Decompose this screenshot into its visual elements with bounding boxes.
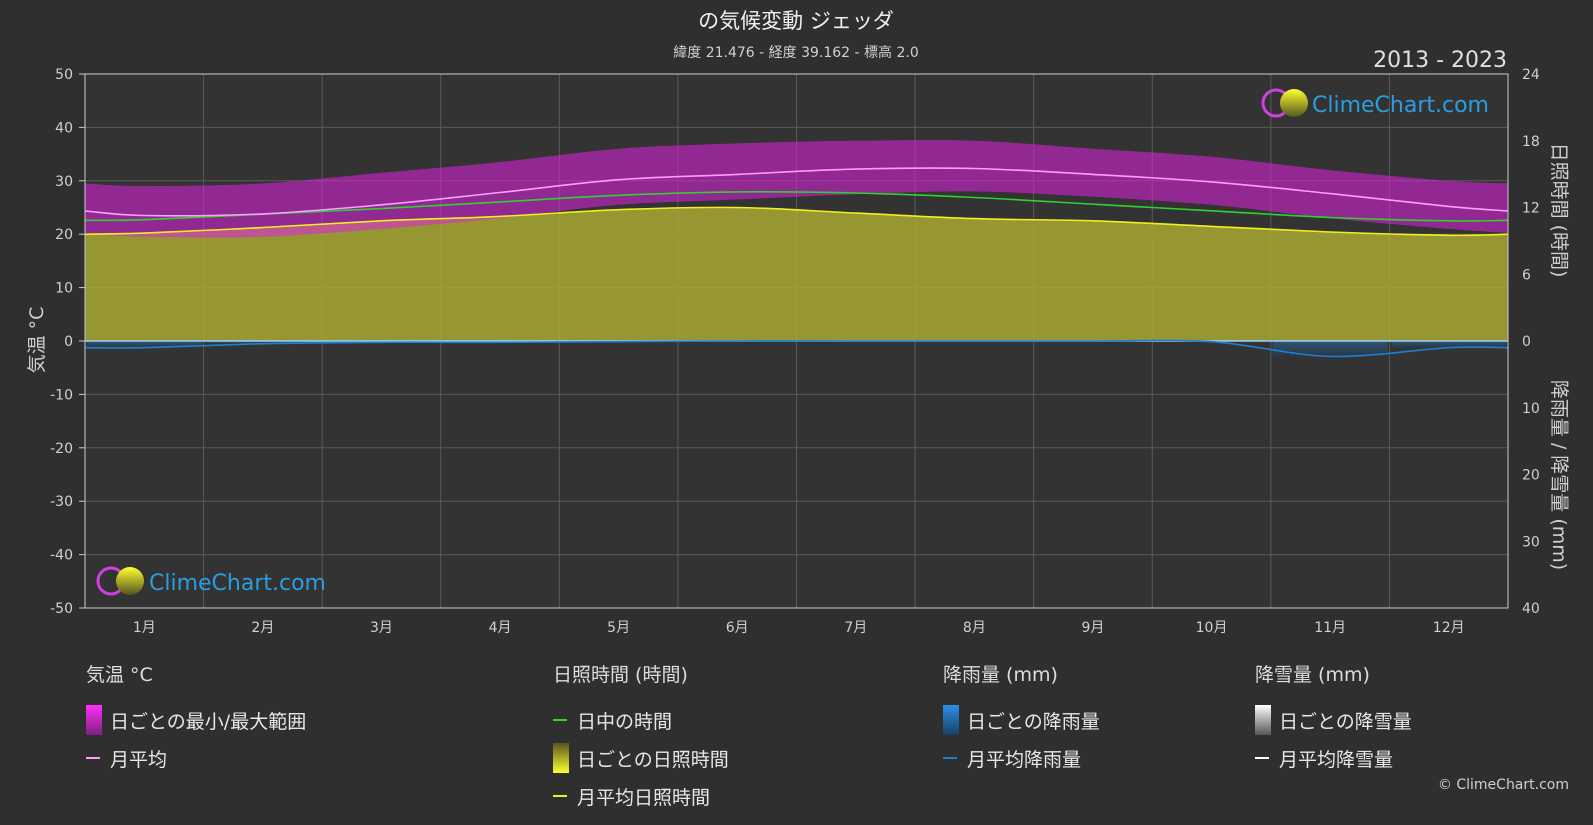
x-axis-labels: 1月 2月 3月 4月 5月 6月 7月 8月 9月 10月 11月 12月 [133, 620, 1465, 636]
left-tick-label: 30 [55, 174, 73, 190]
legend-sunshine: 日照時間 (時間) 日中の時間 日ごとの日照時間 月平均日照時間 [553, 660, 729, 815]
legend-item-sunshine-avg: 月平均日照時間 [553, 777, 729, 815]
legend-item-daily-snow: 日ごとの降雪量 [1255, 701, 1412, 739]
right-tick-label-sunshine: 18 [1522, 134, 1540, 150]
right-axis-ticks: 24 18 12 6 0 10 20 30 40 [1522, 67, 1540, 617]
x-tick-label: 2月 [251, 620, 274, 636]
daily-sunshine-swatch [553, 743, 569, 773]
daily-sunshine-area [85, 207, 1508, 341]
x-tick-label: 6月 [726, 620, 749, 636]
x-tick-label: 11月 [1314, 620, 1346, 636]
climate-chart: の気候変動 ジェッダ 緯度 21.476 - 経度 39.162 - 標高 2.… [26, 9, 1570, 636]
left-tick-label: 50 [55, 67, 73, 83]
left-tick-label: -40 [50, 548, 73, 564]
logo-text-bottom: ClimeChart.com [149, 571, 326, 596]
right-tick-label-precip: 10 [1522, 401, 1540, 417]
right-tick-label-sunshine: 6 [1522, 267, 1531, 283]
legend-item-daily-sunshine: 日ごとの日照時間 [553, 739, 729, 777]
x-tick-label: 5月 [607, 620, 630, 636]
left-tick-label: 0 [64, 334, 73, 350]
x-tick-label: 12月 [1433, 620, 1465, 636]
right-tick-label-sunshine: 0 [1522, 334, 1531, 350]
legend-label: 月平均降雪量 [1279, 748, 1394, 771]
rain-bar [1272, 341, 1388, 357]
legend-label: 日ごとの降雨量 [967, 710, 1100, 733]
left-axis-ticks: 50 40 30 20 10 0 -10 -20 -30 -40 -50 [50, 67, 85, 617]
left-tick-label: 40 [55, 120, 73, 136]
rain-bar [87, 341, 202, 348]
rain-avg-swatch [943, 757, 957, 759]
x-tick-label: 10月 [1196, 620, 1228, 636]
left-tick-label: -30 [50, 494, 73, 510]
right-tick-label-precip: 20 [1522, 468, 1540, 484]
legend-label: 月平均降雨量 [967, 748, 1082, 771]
legend-label: 月平均日照時間 [577, 786, 711, 809]
legend-label: 日ごとの日照時間 [577, 748, 729, 771]
rain-bar [205, 341, 321, 344]
logo-text-top: ClimeChart.com [1312, 93, 1489, 118]
legend-item-temp-range: 日ごとの最小/最大範囲 [86, 701, 306, 739]
x-tick-label: 9月 [1081, 620, 1104, 636]
legend-item-daylight: 日中の時間 [553, 701, 729, 739]
snow-avg-swatch [1255, 757, 1269, 759]
legend-temperature: 気温 °C 日ごとの最小/最大範囲 月平均 [86, 660, 306, 777]
right-tick-label-sunshine: 24 [1522, 67, 1540, 83]
legend-sunshine-title: 日照時間 (時間) [553, 664, 688, 686]
chart-subtitle: 緯度 21.476 - 経度 39.162 - 標高 2.0 [673, 44, 919, 61]
legend-snow-title: 降雪量 (mm) [1255, 664, 1370, 686]
daily-rain-swatch [943, 705, 959, 735]
sunshine-avg-swatch [553, 795, 567, 797]
chart-title: の気候変動 ジェッダ [698, 9, 894, 33]
sunshine-avg-line [84, 206, 1509, 237]
legend-item-rain-avg: 月平均降雨量 [943, 739, 1100, 777]
left-tick-label: -20 [50, 441, 73, 457]
x-tick-label: 4月 [489, 620, 512, 636]
legend-label: 日ごとの降雪量 [1279, 710, 1412, 733]
legend-temperature-title: 気温 °C [86, 664, 153, 686]
right-tick-label-precip: 40 [1522, 601, 1540, 617]
logo-bottom: ClimeChart.com [96, 566, 326, 596]
legend-label: 月平均 [110, 748, 168, 771]
right-tick-label-sunshine: 12 [1522, 201, 1540, 217]
legend-item-daily-rain: 日ごとの降雨量 [943, 701, 1100, 739]
logo-top: ClimeChart.com [1261, 88, 1489, 118]
left-tick-label: 20 [55, 227, 73, 243]
left-tick-label: -50 [50, 601, 73, 617]
left-tick-label: -10 [50, 387, 73, 403]
x-tick-label: 7月 [844, 620, 867, 636]
rain-avg-line [84, 339, 1509, 358]
left-axis-label: 気温 °C [26, 307, 48, 374]
x-tick-label: 8月 [963, 620, 986, 636]
legend-label: 日ごとの最小/最大範囲 [110, 710, 307, 733]
temp-range-swatch [86, 705, 102, 735]
temp-range-band [85, 140, 1508, 238]
left-tick-label: 10 [55, 281, 73, 297]
right-axis-bottom-label: 降雨量 / 降雪量 (mm) [1548, 380, 1570, 570]
temp-avg-swatch [86, 757, 100, 759]
copyright: © ClimeChart.com [1437, 777, 1569, 793]
x-tick-label: 3月 [370, 620, 393, 636]
legend-snow: 降雪量 (mm) 日ごとの降雪量 月平均降雪量 [1255, 660, 1412, 777]
year-range: 2013 - 2023 [1373, 48, 1507, 73]
temp-avg-line [84, 167, 1509, 217]
legend-item-snow-avg: 月平均降雪量 [1255, 739, 1412, 777]
x-tick-label: 1月 [133, 620, 156, 636]
daylight-swatch [553, 719, 567, 721]
legend-label: 日中の時間 [577, 710, 673, 733]
legend-rain-title: 降雨量 (mm) [943, 664, 1058, 686]
daily-snow-swatch [1255, 705, 1271, 735]
legend-rain: 降雨量 (mm) 日ごとの降雨量 月平均降雨量 [943, 660, 1100, 777]
legend-item-temp-avg: 月平均 [86, 739, 306, 777]
rain-bar [1391, 341, 1506, 348]
right-axis-top-label: 日照時間 (時間) [1548, 143, 1570, 278]
right-tick-label-precip: 30 [1522, 534, 1540, 550]
